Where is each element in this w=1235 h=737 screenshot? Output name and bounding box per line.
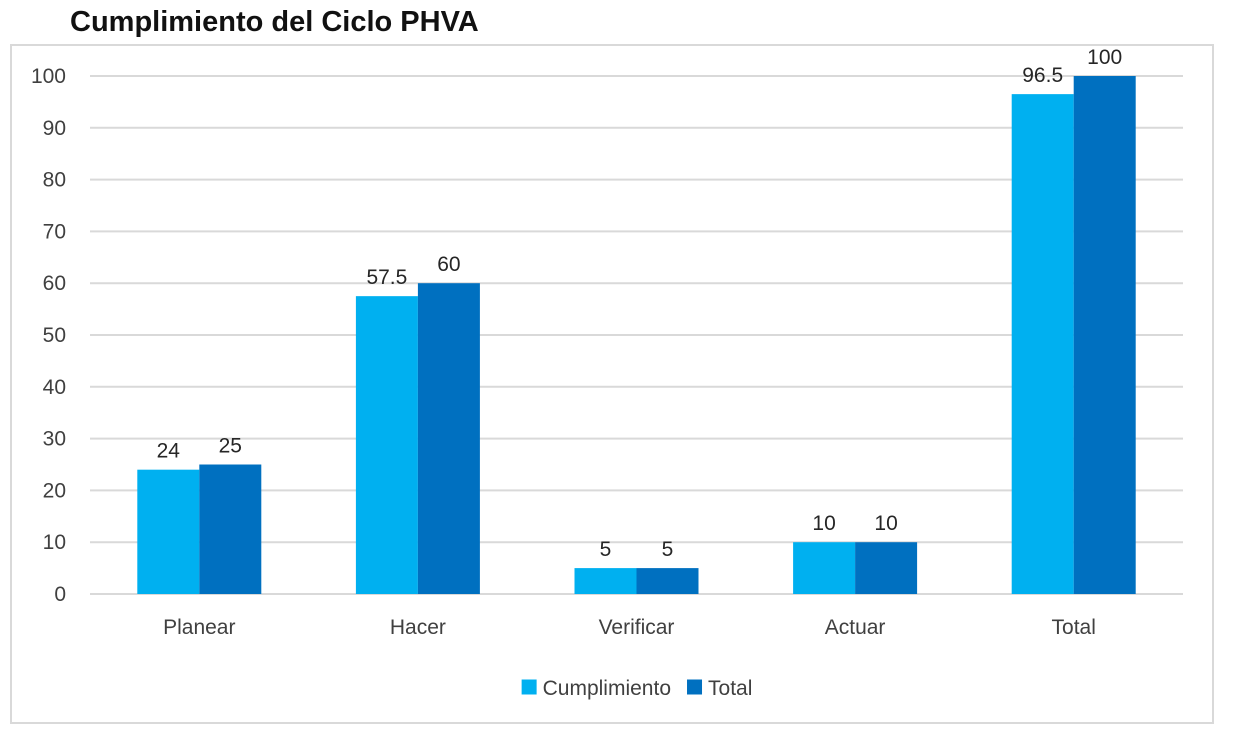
y-tick-label: 0 xyxy=(54,583,66,606)
bar-cumplimiento-hacer xyxy=(355,296,418,594)
y-tick-label: 70 xyxy=(43,220,66,243)
y-tick-label: 30 xyxy=(43,428,66,451)
bar-cumplimiento-actuar xyxy=(793,542,856,594)
data-label-cumplimiento-total: 96.5 xyxy=(1022,64,1063,87)
data-label-cumplimiento-actuar: 10 xyxy=(812,512,835,535)
bar-cumplimiento-planear xyxy=(137,469,200,594)
data-labels: 24 25 57.5 60 5 5 10 10 96.5 100 xyxy=(157,46,1123,561)
bar-total-total xyxy=(1073,76,1136,594)
y-axis: 0 10 20 30 40 50 60 70 80 90 100 xyxy=(31,65,66,606)
data-label-cumplimiento-hacer: 57.5 xyxy=(366,266,407,289)
bar-cumplimiento-total xyxy=(1011,94,1074,594)
bar-total-hacer xyxy=(417,283,480,594)
data-label-total-total: 100 xyxy=(1087,46,1122,69)
bars xyxy=(137,76,1136,594)
chart-frame xyxy=(10,44,1214,724)
y-tick-label: 50 xyxy=(43,324,66,347)
chart-title: Cumplimiento del Ciclo PHVA xyxy=(70,6,479,38)
x-tick-label-actuar: Actuar xyxy=(825,616,886,639)
y-tick-label: 60 xyxy=(43,272,66,295)
data-label-total-planear: 25 xyxy=(219,435,242,458)
data-label-total-verificar: 5 xyxy=(662,538,674,561)
gridlines xyxy=(90,75,1183,595)
x-tick-label-hacer: Hacer xyxy=(390,616,446,639)
bar-total-planear xyxy=(199,464,262,594)
legend: Cumplimiento Total xyxy=(521,677,752,700)
x-tick-label-verificar: Verificar xyxy=(599,616,675,639)
data-label-cumplimiento-verificar: 5 xyxy=(600,538,612,561)
legend-label-total: Total xyxy=(708,677,752,700)
x-axis: Planear Hacer Verificar Actuar Total xyxy=(163,616,1096,639)
y-tick-label: 20 xyxy=(43,479,66,502)
data-label-cumplimiento-planear: 24 xyxy=(157,440,181,463)
legend-swatch-cumplimiento xyxy=(521,679,537,695)
y-tick-label: 80 xyxy=(43,169,66,192)
x-tick-label-total: Total xyxy=(1052,616,1096,639)
data-label-total-hacer: 60 xyxy=(437,253,460,276)
bar-cumplimiento-verificar xyxy=(574,568,637,594)
y-tick-label: 10 xyxy=(43,531,66,554)
legend-label-cumplimiento: Cumplimiento xyxy=(543,677,671,700)
bar-total-verificar xyxy=(636,568,699,594)
y-tick-label: 90 xyxy=(43,117,66,140)
bar-total-actuar xyxy=(855,542,918,594)
y-tick-label: 100 xyxy=(31,65,66,88)
y-tick-label: 40 xyxy=(43,376,66,399)
x-tick-label-planear: Planear xyxy=(163,616,235,639)
data-label-total-actuar: 10 xyxy=(874,512,897,535)
legend-swatch-total xyxy=(687,679,703,695)
